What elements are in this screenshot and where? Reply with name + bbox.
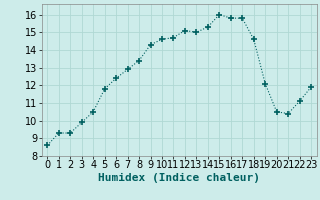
X-axis label: Humidex (Indice chaleur): Humidex (Indice chaleur) [98, 173, 260, 183]
